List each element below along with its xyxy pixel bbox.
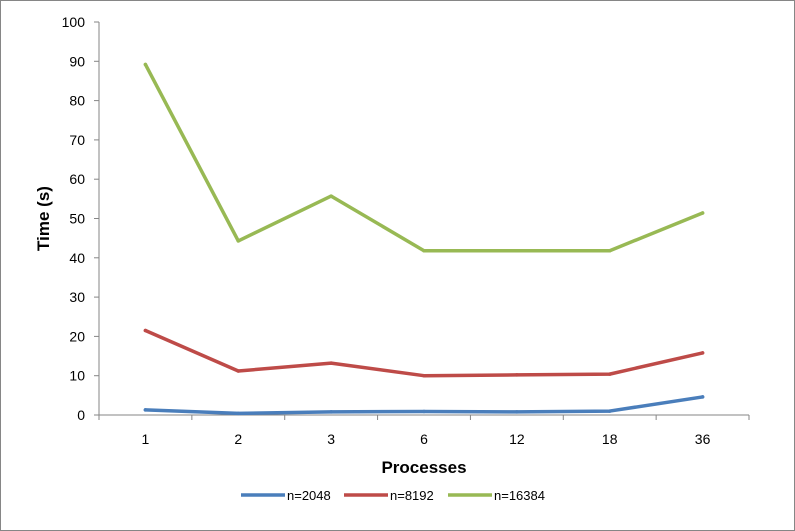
data-point [422, 409, 426, 414]
data-point [700, 211, 705, 215]
y-tick-label: 40 [69, 250, 85, 266]
legend-item: n=8192 [344, 488, 434, 503]
data-point [607, 409, 612, 413]
y-tick-label: 100 [62, 14, 86, 30]
series-n=8192 [143, 328, 705, 378]
y-tick-label: 80 [69, 93, 85, 109]
data-point [143, 408, 148, 412]
x-tick-label: 18 [602, 431, 618, 447]
data-point [515, 248, 519, 253]
data-point [236, 239, 241, 243]
data-point [422, 373, 426, 378]
data-point [607, 248, 612, 253]
data-point [515, 373, 519, 377]
data-point [236, 369, 241, 373]
y-tick-label: 50 [69, 211, 85, 227]
legend-item: n=16384 [448, 488, 545, 503]
data-point [143, 62, 148, 67]
data-point [422, 248, 426, 253]
y-axis-ticks: 0 10 20 30 40 50 60 70 80 90 100 [62, 14, 99, 423]
y-tick-label: 70 [69, 132, 85, 148]
series-line [143, 62, 705, 253]
x-tick-label: 6 [420, 431, 428, 447]
data-point [700, 351, 705, 355]
y-tick-label: 60 [69, 171, 85, 187]
data-point [236, 411, 241, 416]
x-tick-label: 3 [327, 431, 335, 447]
data-point [607, 372, 612, 376]
data-point [329, 410, 333, 414]
y-tick-label: 10 [69, 368, 85, 384]
data-point [515, 410, 519, 414]
series-line [143, 328, 705, 378]
series-layer [143, 62, 705, 416]
legend-label: n=2048 [287, 488, 331, 503]
x-axis-title: Processes [381, 458, 466, 477]
x-tick-label: 2 [234, 431, 242, 447]
y-tick-label: 90 [69, 53, 85, 69]
data-point [700, 395, 705, 399]
legend-label: n=16384 [494, 488, 545, 503]
series-n=16384 [143, 62, 705, 253]
y-tick-label: 20 [69, 328, 85, 344]
series-n=2048 [143, 395, 705, 416]
legend: n=2048 n=8192 n=16384 [241, 488, 545, 503]
x-tick-label: 36 [695, 431, 711, 447]
legend-label: n=8192 [390, 488, 434, 503]
data-point [143, 328, 148, 333]
legend-item: n=2048 [241, 488, 331, 503]
x-tick-label: 12 [509, 431, 525, 447]
y-tick-label: 0 [77, 407, 85, 423]
data-point [329, 361, 333, 365]
data-point [329, 194, 333, 198]
x-tick-label: 1 [142, 431, 150, 447]
x-axis-ticks: 1 2 3 6 12 18 36 [98, 415, 750, 447]
y-tick-label: 30 [69, 289, 85, 305]
y-axis-title: Time (s) [34, 186, 53, 251]
